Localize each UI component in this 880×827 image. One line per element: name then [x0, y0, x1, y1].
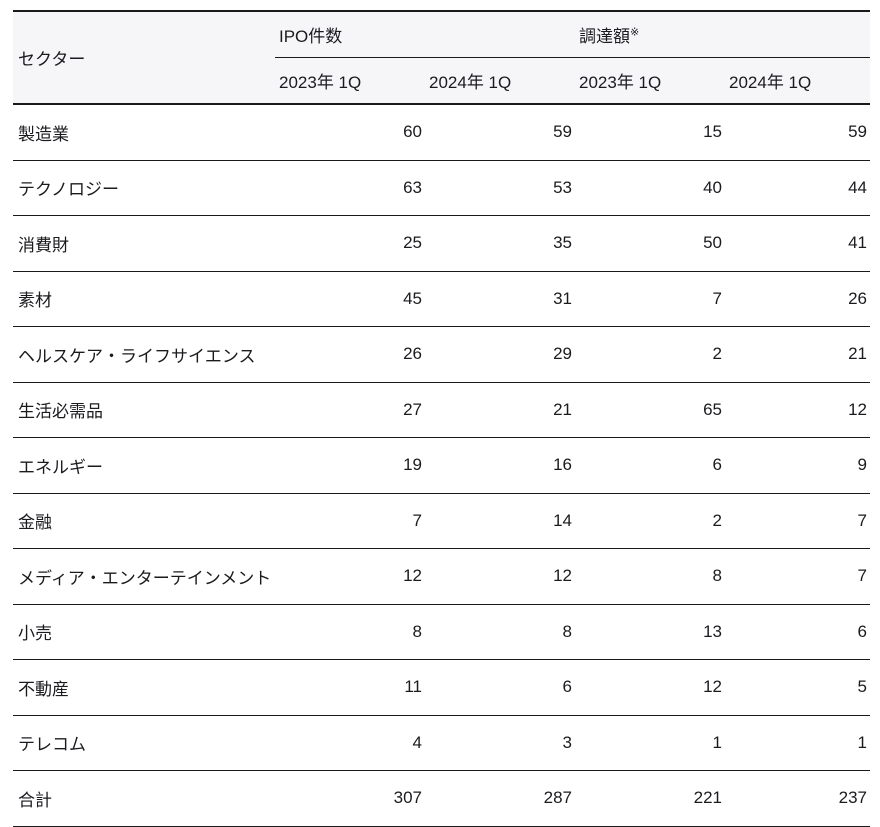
- table-row: メディア・エンターテインメント 12 12 8 7: [13, 548, 871, 605]
- table-header: セクター IPO件数 調達額※ 2023年 1Q 2024年 1Q 2023年 …: [13, 11, 871, 105]
- table-row: ヘルスケア・ライフサイエンス 26 29 2 21: [13, 326, 871, 383]
- value-cell: 9: [725, 437, 871, 494]
- value-cell: 65: [575, 382, 726, 438]
- sector-cell: 生活必需品: [13, 382, 275, 438]
- value-cell: 27: [275, 382, 425, 438]
- sub-header-ipo-2024q1: 2024年 1Q: [425, 57, 576, 105]
- table-row: 製造業 60 59 15 59: [13, 104, 871, 161]
- value-cell: 6: [725, 604, 871, 660]
- value-cell: 2: [575, 493, 726, 549]
- sector-cell: 消費財: [13, 215, 275, 272]
- sector-cell: 不動産: [13, 659, 275, 716]
- value-cell: 40: [575, 160, 726, 216]
- value-cell: 44: [725, 160, 871, 216]
- value-cell: 4: [275, 715, 425, 771]
- value-cell: 12: [575, 659, 726, 716]
- sector-cell: 金融: [13, 493, 275, 549]
- value-cell: 26: [725, 271, 871, 327]
- value-cell: 1: [725, 715, 871, 771]
- value-cell: 12: [425, 548, 576, 605]
- group-header-row: セクター IPO件数 調達額※: [13, 11, 871, 105]
- value-cell: 53: [425, 160, 576, 216]
- table-row: 合計 307 287 221 237: [13, 770, 871, 827]
- group-header-ipo-count: IPO件数: [275, 11, 576, 58]
- value-cell: 2: [575, 326, 726, 383]
- value-cell: 7: [275, 493, 425, 549]
- sector-cell: テレコム: [13, 715, 275, 771]
- value-cell: 12: [725, 382, 871, 438]
- sector-cell: エネルギー: [13, 437, 275, 494]
- sector-cell: メディア・エンターテインメント: [13, 548, 275, 605]
- value-cell: 59: [425, 104, 576, 161]
- value-cell: 35: [425, 215, 576, 272]
- value-cell: 14: [425, 493, 576, 549]
- value-cell: 25: [275, 215, 425, 272]
- value-cell: 8: [575, 548, 726, 605]
- table-row: 生活必需品 27 21 65 12: [13, 382, 871, 438]
- reference-mark-note: ※: [630, 26, 640, 39]
- sector-cell: 素材: [13, 271, 275, 327]
- sub-header-proceeds-2024q1: 2024年 1Q: [725, 57, 871, 105]
- value-cell: 7: [575, 271, 726, 327]
- value-cell: 45: [275, 271, 425, 327]
- table-row: テレコム 4 3 1 1: [13, 715, 871, 771]
- value-cell: 63: [275, 160, 425, 216]
- sector-cell: ヘルスケア・ライフサイエンス: [13, 326, 275, 383]
- table-body: 製造業 60 59 15 59 テクノロジー 63 53 40 44 消費財 25 35 50 41 素材 45…: [13, 104, 871, 827]
- value-cell: 5: [725, 659, 871, 716]
- table-row: 消費財 25 35 50 41: [13, 215, 871, 272]
- table-row: エネルギー 19 16 6 9: [13, 437, 871, 494]
- value-cell: 19: [275, 437, 425, 494]
- value-cell: 1: [575, 715, 726, 771]
- table-row: 不動産 11 6 12 5: [13, 659, 871, 716]
- value-cell: 307: [275, 770, 425, 827]
- value-cell: 287: [425, 770, 576, 827]
- value-cell: 6: [575, 437, 726, 494]
- value-cell: 8: [425, 604, 576, 660]
- sector-cell: 製造業: [13, 104, 275, 161]
- sub-header-ipo-2023q1: 2023年 1Q: [275, 57, 425, 105]
- sub-header-row: 2023年 1Q 2024年 1Q 2023年 1Q 2024年 1Q: [13, 57, 871, 105]
- table-row: 金融 7 14 2 7: [13, 493, 871, 549]
- group-header-proceeds: 調達額※: [575, 11, 871, 58]
- table-row: テクノロジー 63 53 40 44: [13, 160, 871, 216]
- value-cell: 8: [275, 604, 425, 660]
- sub-header-proceeds-2023q1: 2023年 1Q: [575, 57, 726, 105]
- sector-cell: テクノロジー: [13, 160, 275, 216]
- value-cell: 6: [425, 659, 576, 716]
- value-cell: 41: [725, 215, 871, 272]
- column-header-sector: セクター: [13, 11, 275, 105]
- sector-cell: 合計: [13, 770, 275, 827]
- value-cell: 7: [725, 548, 871, 605]
- value-cell: 16: [425, 437, 576, 494]
- value-cell: 29: [425, 326, 576, 383]
- value-cell: 21: [425, 382, 576, 438]
- value-cell: 26: [275, 326, 425, 383]
- value-cell: 15: [575, 104, 726, 161]
- ipo-sector-table: セクター IPO件数 調達額※ 2023年 1Q 2024年 1Q 2023年 …: [13, 10, 871, 827]
- value-cell: 237: [725, 770, 871, 827]
- value-cell: 50: [575, 215, 726, 272]
- table-row: 素材 45 31 7 26: [13, 271, 871, 327]
- value-cell: 59: [725, 104, 871, 161]
- value-cell: 11: [275, 659, 425, 716]
- value-cell: 221: [575, 770, 726, 827]
- sector-cell: 小売: [13, 604, 275, 660]
- group-header-ipo-count-label: IPO件数: [279, 27, 343, 46]
- value-cell: 31: [425, 271, 576, 327]
- ipo-sector-table-container: セクター IPO件数 調達額※ 2023年 1Q 2024年 1Q 2023年 …: [13, 10, 871, 827]
- value-cell: 21: [725, 326, 871, 383]
- value-cell: 60: [275, 104, 425, 161]
- value-cell: 3: [425, 715, 576, 771]
- value-cell: 13: [575, 604, 726, 660]
- value-cell: 12: [275, 548, 425, 605]
- table-row: 小売 8 8 13 6: [13, 604, 871, 660]
- group-header-proceeds-label: 調達額: [579, 27, 631, 46]
- value-cell: 7: [725, 493, 871, 549]
